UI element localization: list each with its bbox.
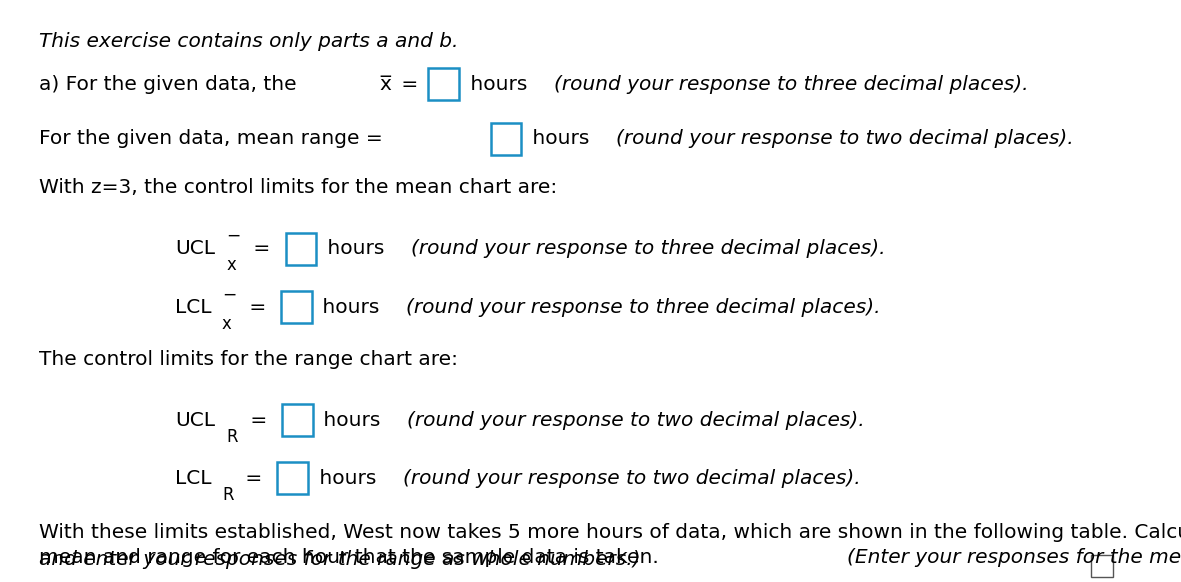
Text: R: R bbox=[227, 428, 237, 445]
Text: (round your response to two decimal places).: (round your response to two decimal plac… bbox=[616, 129, 1074, 148]
FancyBboxPatch shape bbox=[282, 404, 313, 436]
Text: mean and range for each hour that the sample data is taken.: mean and range for each hour that the sa… bbox=[39, 548, 665, 567]
Text: hours: hours bbox=[527, 129, 596, 148]
Text: (round your response to three decimal places).: (round your response to three decimal pl… bbox=[406, 298, 881, 317]
Text: With z=3, the control limits for the mean chart are:: With z=3, the control limits for the mea… bbox=[39, 179, 557, 197]
Text: x: x bbox=[222, 315, 231, 332]
Text: LCL: LCL bbox=[175, 469, 211, 488]
Text: =: = bbox=[247, 239, 276, 258]
Text: =: = bbox=[239, 469, 269, 488]
FancyBboxPatch shape bbox=[429, 69, 459, 100]
Text: For the given data, mean range =: For the given data, mean range = bbox=[39, 129, 389, 148]
Text: (round your response to two decimal places).: (round your response to two decimal plac… bbox=[403, 469, 861, 488]
Text: and enter your responses for the range as whole numbers.): and enter your responses for the range a… bbox=[39, 551, 640, 569]
Text: hours: hours bbox=[321, 239, 391, 258]
Text: The control limits for the range chart are:: The control limits for the range chart a… bbox=[39, 350, 458, 369]
Text: UCL: UCL bbox=[175, 411, 215, 430]
Text: This exercise contains only parts a and b.: This exercise contains only parts a and … bbox=[39, 32, 458, 51]
Text: x: x bbox=[227, 256, 236, 274]
FancyBboxPatch shape bbox=[286, 232, 317, 264]
Text: x̅: x̅ bbox=[379, 75, 391, 94]
Text: (round your response to two decimal places).: (round your response to two decimal plac… bbox=[407, 411, 864, 430]
FancyBboxPatch shape bbox=[1091, 555, 1113, 577]
Text: hours: hours bbox=[313, 469, 383, 488]
Text: a) For the given data, the: a) For the given data, the bbox=[39, 75, 304, 94]
Text: (round your response to three decimal places).: (round your response to three decimal pl… bbox=[411, 239, 886, 258]
Text: −: − bbox=[222, 286, 236, 303]
Text: hours: hours bbox=[318, 411, 387, 430]
Text: =: = bbox=[243, 411, 273, 430]
Text: R: R bbox=[222, 486, 234, 503]
FancyBboxPatch shape bbox=[491, 122, 522, 154]
Text: LCL: LCL bbox=[175, 298, 211, 317]
Text: =: = bbox=[243, 298, 273, 317]
Text: hours: hours bbox=[317, 298, 386, 317]
FancyBboxPatch shape bbox=[281, 292, 312, 324]
Text: With these limits established, West now takes 5 more hours of data, which are sh: With these limits established, West now … bbox=[39, 523, 1181, 542]
Text: (Enter your responses for the mean to one decimal place: (Enter your responses for the mean to on… bbox=[847, 548, 1181, 567]
Text: =: = bbox=[394, 75, 418, 94]
Text: (round your response to three decimal places).: (round your response to three decimal pl… bbox=[554, 75, 1029, 94]
Text: UCL: UCL bbox=[175, 239, 215, 258]
Text: hours: hours bbox=[464, 75, 534, 94]
FancyBboxPatch shape bbox=[278, 462, 308, 495]
Text: −: − bbox=[227, 227, 241, 244]
